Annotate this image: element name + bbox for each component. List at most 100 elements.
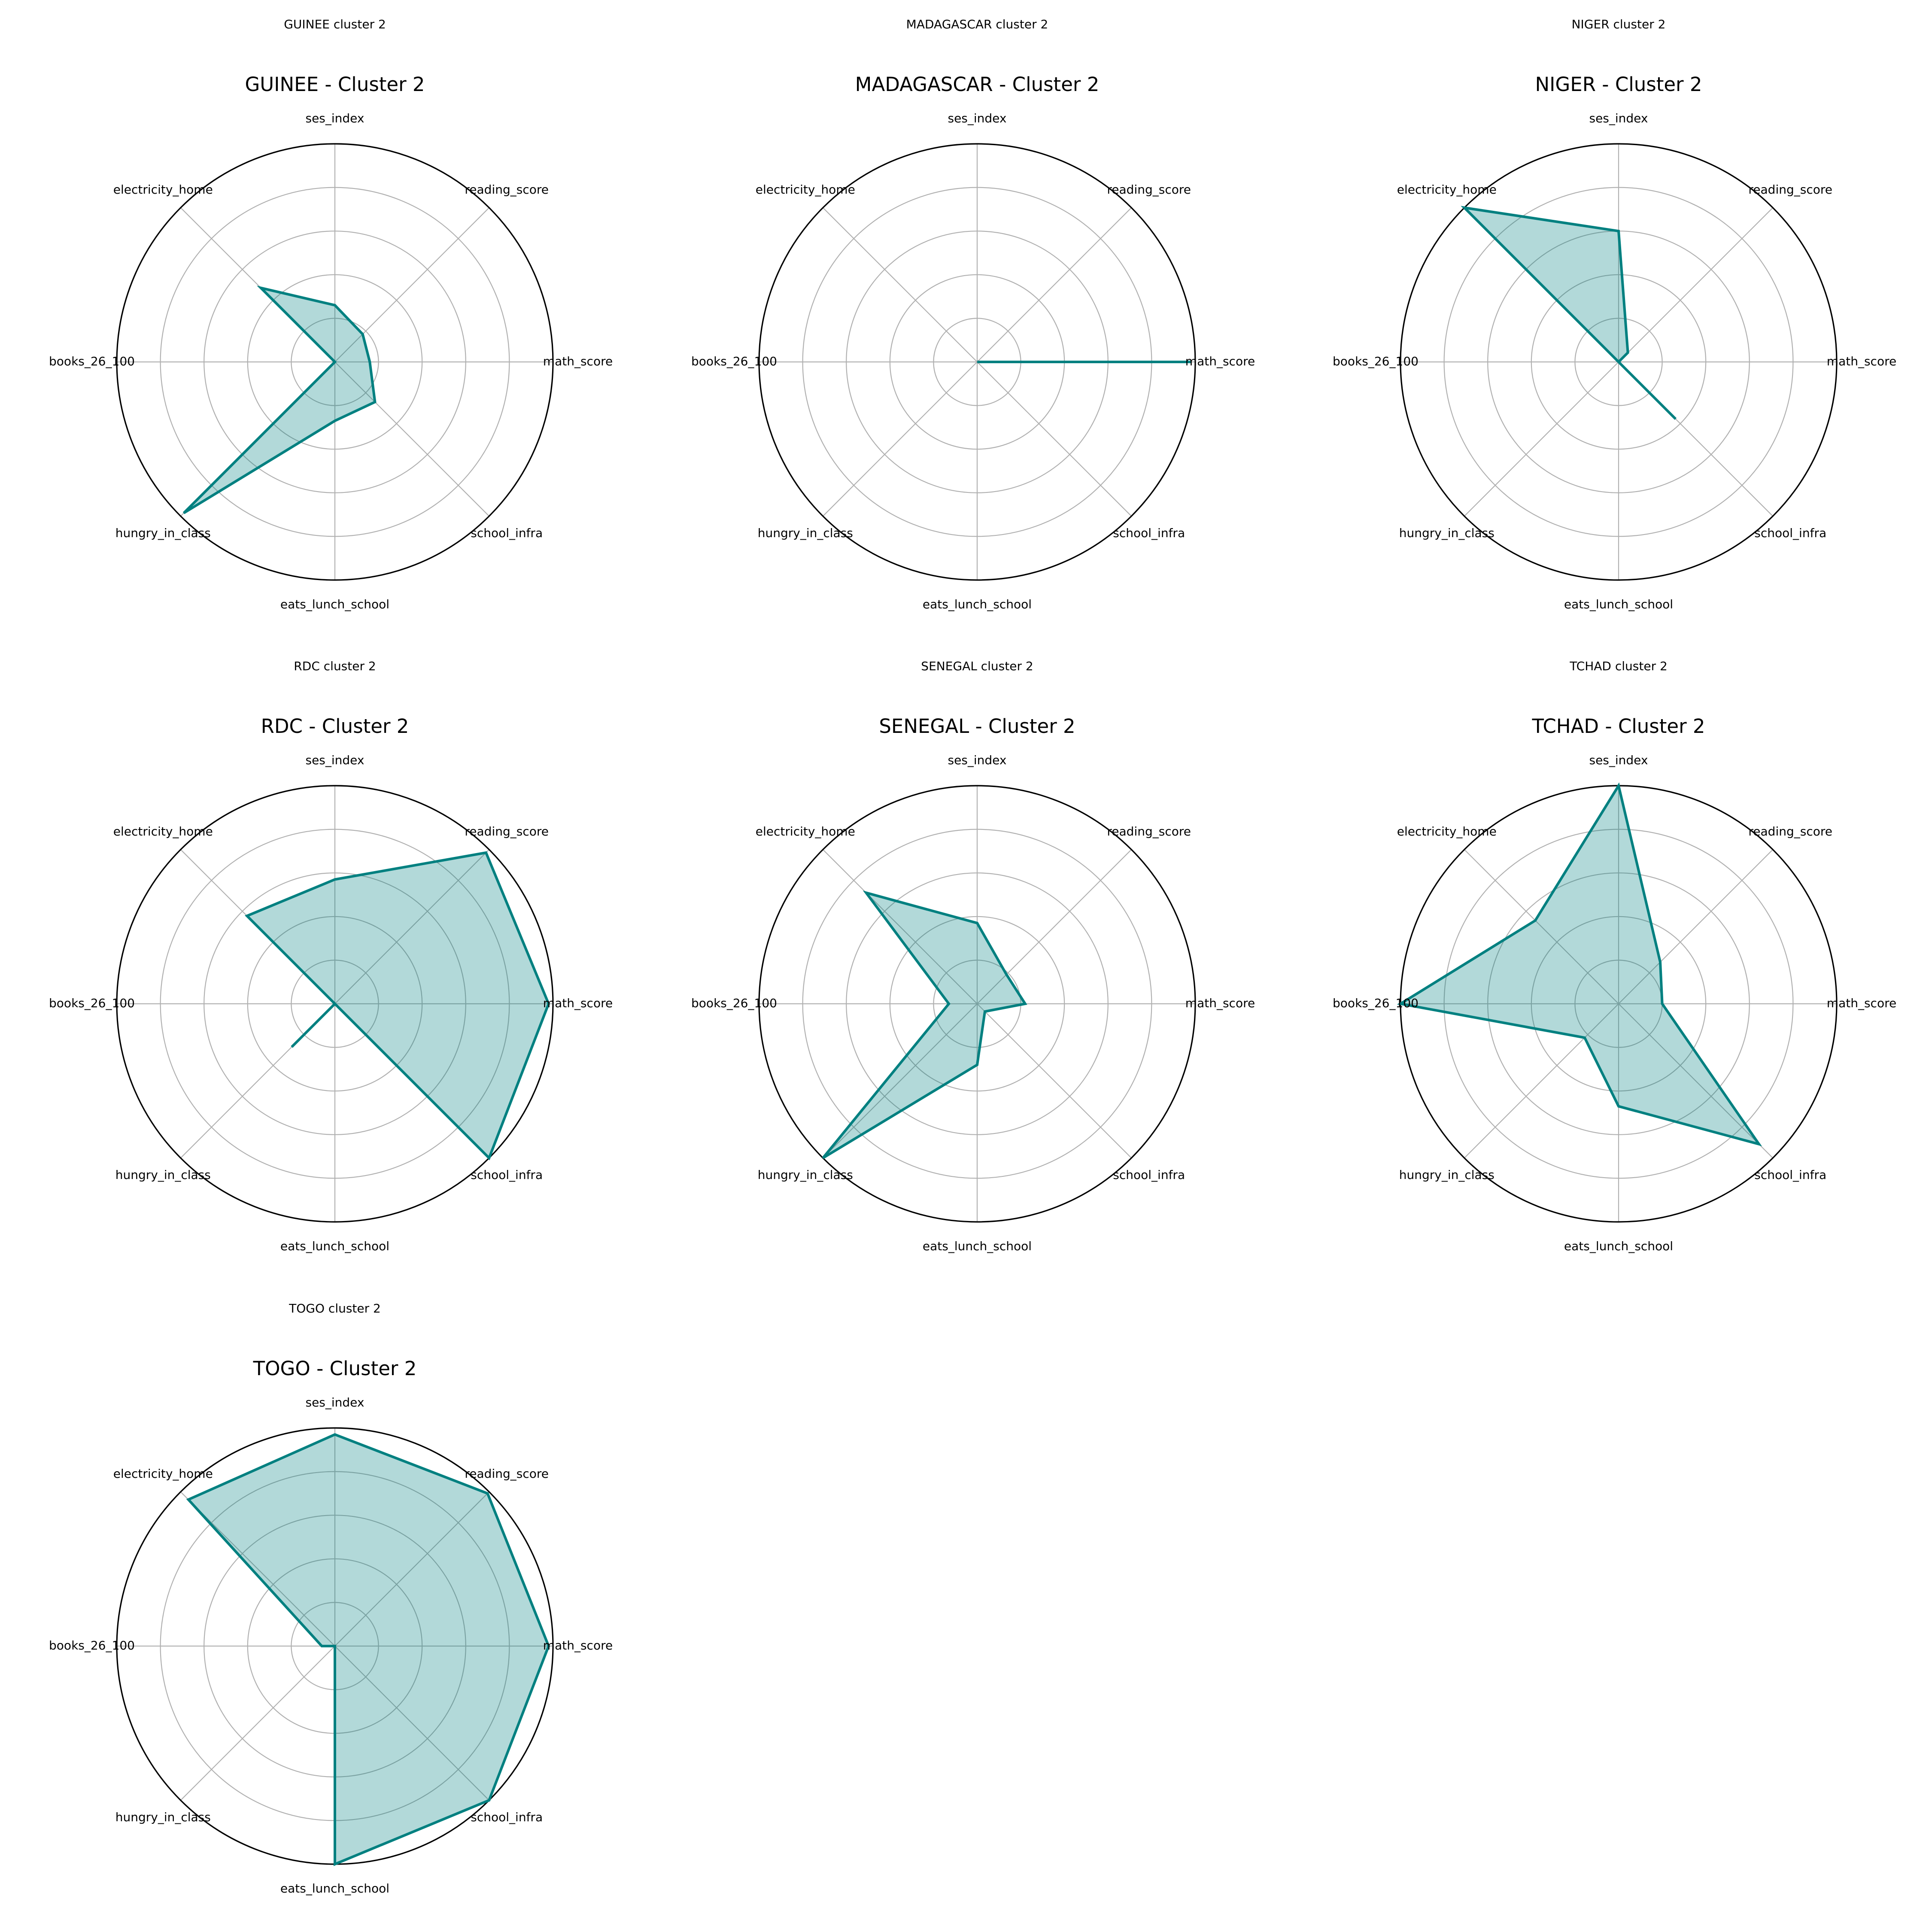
- grid-spoke-reading-score: [977, 849, 1132, 1004]
- axis-label-reading-score: reading_score: [1107, 182, 1191, 197]
- axis-label-electricity-home: electricity_home: [1397, 182, 1497, 197]
- axis-label-math-score: math_score: [543, 1638, 613, 1653]
- grid-spoke-school-infra: [977, 361, 1132, 516]
- axis-label-books-26-100: books_26_100: [691, 354, 777, 368]
- grid-spoke-school-infra: [977, 1003, 1132, 1158]
- radar-frame: [758, 785, 1196, 1223]
- axis-label-ses-index: ses_index: [948, 753, 1006, 767]
- radar-panel-madagascar-cluster-2: MADAGASCAR cluster 2 MADAGASCAR - Cluster…: [691, 17, 1255, 611]
- panel-title: NIGER - Cluster 2: [1535, 73, 1702, 96]
- axis-label-ses-index: ses_index: [948, 111, 1006, 125]
- axis-label-ses-index: ses_index: [305, 111, 364, 125]
- axis-label-books-26-100: books_26_100: [49, 1638, 135, 1653]
- grid-spoke-school-infra: [334, 361, 489, 516]
- panel-title: TCHAD - Cluster 2: [1531, 715, 1705, 738]
- axis-label-eats-lunch-school: eats_lunch_school: [280, 597, 389, 611]
- panel-title: SENEGAL - Cluster 2: [879, 715, 1075, 738]
- axis-label-ses-index: ses_index: [1589, 753, 1648, 767]
- radar-panel-niger-cluster-2: NIGER cluster 2 NIGER - Cluster 2 math_sco…: [1333, 17, 1896, 611]
- axis-label-electricity-home: electricity_home: [113, 824, 213, 838]
- panel-suptitle: SENEGAL cluster 2: [921, 659, 1033, 673]
- radar-frame: [116, 785, 554, 1223]
- grid-spoke-electricity-home: [823, 207, 978, 362]
- panel-suptitle: GUINEE cluster 2: [284, 17, 386, 31]
- axis-label-reading-score: reading_score: [465, 1467, 549, 1481]
- axis-label-school-infra: school_infra: [471, 526, 543, 540]
- grid-spoke-hungry-in-class: [1464, 361, 1619, 516]
- axis-label-eats-lunch-school: eats_lunch_school: [923, 1239, 1032, 1253]
- radar-frame: [116, 143, 554, 581]
- axis-label-math-score: math_score: [1827, 996, 1896, 1010]
- series-polygon: [245, 851, 550, 1160]
- axis-label-reading-score: reading_score: [465, 824, 549, 838]
- axis-label-hungry-in-class: hungry_in_class: [1399, 526, 1495, 540]
- axis-label-books-26-100: books_26_100: [49, 996, 135, 1010]
- axis-label-math-score: math_score: [1185, 354, 1255, 368]
- axis-label-hungry-in-class: hungry_in_class: [758, 1168, 853, 1182]
- axis-label-math-score: math_score: [543, 996, 613, 1010]
- panel-title: GUINEE - Cluster 2: [245, 73, 425, 96]
- axis-label-eats-lunch-school: eats_lunch_school: [1564, 597, 1673, 611]
- axis-label-reading-score: reading_score: [1748, 824, 1832, 838]
- axis-label-books-26-100: books_26_100: [1333, 996, 1419, 1010]
- axis-label-math-score: math_score: [1827, 354, 1896, 368]
- axis-label-math-score: math_score: [543, 354, 613, 368]
- axis-label-electricity-home: electricity_home: [113, 1467, 213, 1481]
- grid-spoke-reading-score: [1618, 207, 1773, 362]
- axis-label-eats-lunch-school: eats_lunch_school: [280, 1881, 389, 1896]
- axis-label-school-infra: school_infra: [1113, 1168, 1185, 1182]
- axis-label-school-infra: school_infra: [471, 1168, 543, 1182]
- grid-spoke-electricity-home: [823, 849, 978, 1004]
- axis-label-books-26-100: books_26_100: [1333, 354, 1419, 368]
- axis-label-hungry-in-class: hungry_in_class: [115, 1168, 211, 1182]
- grid-spoke-reading-score: [334, 849, 489, 1004]
- radar-panel-togo-cluster-2: TOGO cluster 2 TOGO - Cluster 2 math_score…: [49, 1301, 613, 1896]
- axis-label-math-score: math_score: [1185, 996, 1255, 1010]
- series-polygon: [1397, 782, 1762, 1146]
- axis-label-hungry-in-class: hungry_in_class: [1399, 1168, 1495, 1182]
- radar-panel-guinee-cluster-2: GUINEE cluster 2 GUINEE - Cluster 2 math_s…: [49, 17, 613, 611]
- series-polygon: [186, 1433, 550, 1866]
- axis-label-electricity-home: electricity_home: [1397, 824, 1497, 838]
- series-polygon: [182, 286, 377, 514]
- axis-label-ses-index: ses_index: [1589, 111, 1648, 125]
- axis-label-eats-lunch-school: eats_lunch_school: [280, 1239, 389, 1253]
- axis-label-school-infra: school_infra: [1754, 1168, 1826, 1182]
- radar-frame: [1400, 143, 1838, 581]
- grid-spoke-hungry-in-class: [823, 1003, 978, 1158]
- panel-suptitle: RDC cluster 2: [294, 659, 376, 673]
- grid-spoke-school-infra: [1618, 1003, 1773, 1158]
- panel-title: MADAGASCAR - Cluster 2: [855, 73, 1100, 96]
- axis-label-books-26-100: books_26_100: [691, 996, 777, 1010]
- radar-panel-senegal-cluster-2: SENEGAL cluster 2 SENEGAL - Cluster 2 math…: [691, 659, 1255, 1253]
- axis-label-school-infra: school_infra: [1113, 526, 1185, 540]
- grid-spoke-school-infra: [334, 1646, 489, 1801]
- panel-suptitle: TCHAD cluster 2: [1569, 659, 1668, 673]
- axis-label-school-infra: school_infra: [1754, 526, 1826, 540]
- radar-frame: [758, 143, 1196, 581]
- axis-label-ses-index: ses_index: [305, 1395, 364, 1410]
- series-polygon: [1461, 206, 1677, 420]
- panel-suptitle: NIGER cluster 2: [1572, 17, 1666, 31]
- axis-label-electricity-home: electricity_home: [756, 182, 855, 197]
- panel-suptitle: TOGO cluster 2: [289, 1301, 381, 1315]
- grid-spoke-reading-score: [334, 1492, 489, 1646]
- radar-panel-tchad-cluster-2: TCHAD cluster 2 TCHAD - Cluster 2 math_sco…: [1333, 659, 1896, 1253]
- grid-spoke-hungry-in-class: [180, 1646, 335, 1801]
- grid-spoke-reading-score: [334, 207, 489, 362]
- axis-label-eats-lunch-school: eats_lunch_school: [923, 597, 1032, 611]
- axis-label-books-26-100: books_26_100: [49, 354, 135, 368]
- axis-label-school-infra: school_infra: [471, 1810, 543, 1824]
- axis-label-electricity-home: electricity_home: [756, 824, 855, 838]
- panel-suptitle: MADAGASCAR cluster 2: [906, 17, 1048, 31]
- axis-label-ses-index: ses_index: [305, 753, 364, 767]
- grid-spoke-reading-score: [1618, 849, 1773, 1004]
- panel-title: RDC - Cluster 2: [261, 715, 409, 738]
- grid-spoke-reading-score: [977, 207, 1132, 362]
- axis-label-reading-score: reading_score: [1748, 182, 1832, 197]
- axis-label-hungry-in-class: hungry_in_class: [115, 526, 211, 540]
- axis-label-hungry-in-class: hungry_in_class: [758, 526, 853, 540]
- grid-spoke-electricity-home: [1464, 849, 1619, 1004]
- grid-spoke-hungry-in-class: [1464, 1003, 1619, 1158]
